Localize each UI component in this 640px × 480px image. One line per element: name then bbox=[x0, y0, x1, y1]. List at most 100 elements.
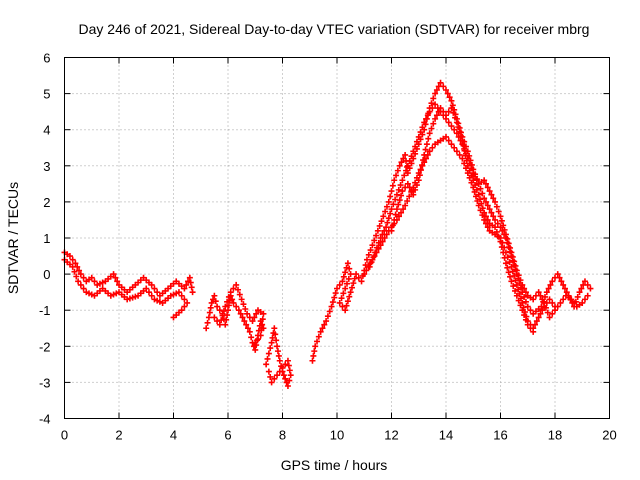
data-point bbox=[110, 271, 117, 278]
y-tick-label: 1 bbox=[43, 231, 50, 246]
data-point bbox=[417, 167, 424, 174]
data-point bbox=[541, 303, 548, 310]
data-point bbox=[189, 289, 196, 296]
data-point bbox=[230, 285, 237, 292]
data-point bbox=[549, 299, 556, 306]
data-point bbox=[336, 299, 343, 306]
data-point bbox=[170, 314, 177, 321]
data-point bbox=[519, 281, 526, 288]
data-point bbox=[69, 263, 76, 270]
data-point bbox=[230, 299, 237, 306]
data-point bbox=[242, 305, 249, 312]
data-point bbox=[392, 211, 399, 218]
y-tick-label: 0 bbox=[43, 267, 50, 282]
data-point bbox=[448, 97, 455, 104]
data-point bbox=[495, 208, 502, 215]
data-point bbox=[482, 198, 489, 205]
data-point bbox=[429, 105, 436, 112]
data-point bbox=[214, 318, 221, 325]
y-tick-label: -2 bbox=[39, 339, 51, 354]
data-point bbox=[260, 310, 267, 317]
data-point bbox=[404, 197, 411, 204]
chart-title: Day 246 of 2021, Sidereal Day-to-day VTE… bbox=[79, 21, 590, 37]
data-point bbox=[246, 328, 253, 335]
data-point bbox=[486, 206, 493, 213]
data-point bbox=[285, 362, 292, 369]
data-point bbox=[448, 123, 455, 130]
data-point bbox=[484, 184, 491, 191]
data-point bbox=[484, 202, 491, 209]
data-point bbox=[584, 292, 591, 299]
data-point bbox=[481, 195, 488, 202]
data-point bbox=[453, 148, 460, 155]
data-point bbox=[576, 289, 583, 296]
data-point bbox=[397, 182, 404, 189]
data-point bbox=[452, 114, 459, 121]
data-point bbox=[501, 226, 508, 233]
data-point bbox=[401, 172, 408, 179]
data-point bbox=[456, 151, 463, 158]
data-point bbox=[208, 299, 215, 306]
data-point bbox=[406, 157, 413, 164]
data-point bbox=[443, 112, 449, 119]
x-tick-labels: 0 2 4 6 8 10 12 14 16 18 20 bbox=[61, 428, 617, 443]
data-point bbox=[521, 312, 528, 319]
data-point bbox=[502, 260, 509, 267]
data-point bbox=[264, 355, 271, 362]
data-point bbox=[502, 231, 509, 238]
data-point bbox=[492, 224, 499, 231]
data-point bbox=[207, 304, 214, 311]
x-tick-label: 16 bbox=[493, 428, 507, 443]
data-point bbox=[513, 281, 520, 288]
data-point bbox=[445, 137, 452, 144]
data-point bbox=[343, 302, 350, 309]
data-point bbox=[91, 278, 98, 285]
data-point bbox=[376, 222, 383, 229]
data-point bbox=[236, 291, 243, 298]
data-point bbox=[382, 208, 389, 215]
data-point bbox=[537, 310, 544, 317]
data-point bbox=[76, 267, 83, 274]
data-point bbox=[508, 249, 515, 256]
data-point bbox=[220, 308, 227, 315]
data-point bbox=[450, 109, 457, 116]
data-point bbox=[403, 167, 410, 174]
data-point bbox=[373, 232, 380, 239]
data-point bbox=[367, 247, 374, 254]
data-point bbox=[391, 216, 398, 223]
data-point bbox=[347, 289, 354, 296]
data-point bbox=[543, 299, 550, 306]
data-point bbox=[493, 228, 500, 235]
data-point bbox=[554, 271, 561, 278]
data-point bbox=[498, 244, 505, 251]
x-tick-label: 6 bbox=[224, 428, 231, 443]
data-point bbox=[497, 213, 504, 220]
data-point bbox=[233, 303, 240, 310]
data-point bbox=[184, 299, 191, 306]
data-point bbox=[402, 202, 409, 209]
data-point bbox=[342, 307, 349, 314]
data-point bbox=[461, 147, 468, 154]
data-point bbox=[317, 328, 324, 335]
data-point bbox=[521, 285, 528, 292]
data-point bbox=[399, 188, 406, 195]
data-point bbox=[444, 90, 451, 97]
data-point bbox=[326, 308, 333, 315]
data-point bbox=[539, 296, 546, 303]
data-point bbox=[448, 141, 455, 148]
data-point bbox=[309, 357, 316, 364]
data-point bbox=[151, 285, 158, 292]
data-point bbox=[248, 334, 255, 341]
data-point bbox=[481, 177, 488, 184]
data-point bbox=[498, 217, 505, 224]
data-point bbox=[145, 289, 152, 296]
data-point bbox=[272, 331, 279, 338]
data-point bbox=[343, 280, 350, 287]
data-point bbox=[406, 184, 413, 191]
data-point bbox=[391, 177, 398, 184]
data-point bbox=[490, 213, 497, 220]
data-point bbox=[80, 274, 87, 281]
data-point bbox=[512, 287, 519, 294]
data-point bbox=[323, 318, 330, 325]
data-point bbox=[508, 278, 515, 285]
